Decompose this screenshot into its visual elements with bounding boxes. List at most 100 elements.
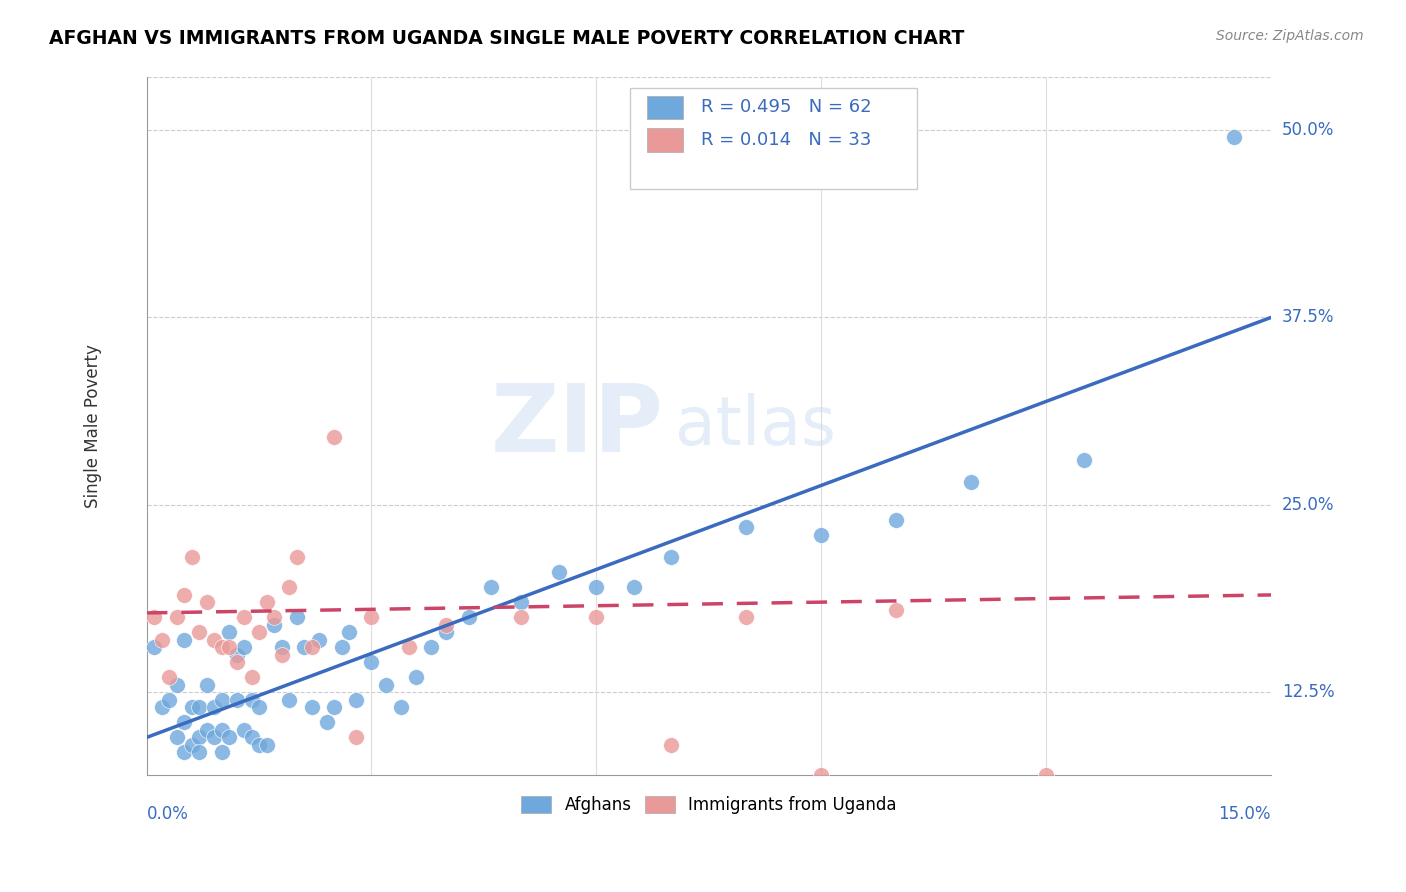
Point: [263, 610, 285, 624]
Point: [150, 700, 173, 714]
Point: [301, 640, 323, 655]
Point: [157, 693, 180, 707]
Point: [180, 738, 202, 752]
Point: [278, 581, 301, 595]
Text: atlas: atlas: [675, 393, 837, 459]
Point: [218, 731, 240, 745]
Point: [233, 610, 256, 624]
Point: [510, 595, 533, 609]
Point: [180, 700, 202, 714]
Point: [436, 625, 458, 640]
Point: [960, 475, 983, 490]
Point: [1073, 453, 1095, 467]
Point: [510, 610, 533, 624]
Point: [240, 670, 263, 684]
Point: [585, 581, 607, 595]
Point: [173, 715, 195, 730]
Point: [659, 738, 682, 752]
Point: [247, 738, 270, 752]
FancyBboxPatch shape: [630, 88, 917, 189]
Text: 15.0%: 15.0%: [1219, 805, 1271, 823]
Point: [285, 550, 308, 565]
Point: [1222, 130, 1244, 145]
Point: [247, 700, 270, 714]
Point: [195, 595, 218, 609]
Text: 25.0%: 25.0%: [1282, 496, 1334, 514]
Point: [278, 693, 301, 707]
Point: [166, 678, 188, 692]
Point: [211, 746, 233, 760]
Point: [1035, 768, 1057, 782]
Point: [436, 618, 458, 632]
Point: [308, 632, 330, 647]
Point: [884, 513, 907, 527]
Point: [225, 693, 247, 707]
Point: [233, 640, 256, 655]
Point: [218, 640, 240, 655]
Point: [810, 528, 832, 542]
Point: [218, 625, 240, 640]
Point: [301, 700, 323, 714]
Point: [256, 595, 278, 609]
Point: [330, 640, 353, 655]
Point: [337, 625, 360, 640]
Point: [398, 640, 420, 655]
Point: [360, 610, 382, 624]
Point: [735, 610, 758, 624]
Point: [247, 625, 270, 640]
Point: [585, 610, 607, 624]
Point: [202, 731, 225, 745]
Point: [240, 731, 263, 745]
Point: [188, 746, 211, 760]
Point: [270, 640, 292, 655]
Point: [481, 581, 503, 595]
Point: [150, 632, 173, 647]
FancyBboxPatch shape: [647, 95, 683, 120]
Text: 0.0%: 0.0%: [146, 805, 188, 823]
Point: [188, 731, 211, 745]
Point: [270, 648, 292, 662]
Text: 12.5%: 12.5%: [1282, 683, 1334, 701]
Point: [285, 610, 308, 624]
Point: [233, 723, 256, 737]
Legend: Afghans, Immigrants from Uganda: Afghans, Immigrants from Uganda: [516, 790, 901, 819]
Point: [143, 640, 166, 655]
Text: Source: ZipAtlas.com: Source: ZipAtlas.com: [1216, 29, 1364, 43]
Point: [157, 670, 180, 684]
Point: [202, 632, 225, 647]
Text: 50.0%: 50.0%: [1282, 121, 1334, 139]
Point: [263, 618, 285, 632]
Point: [810, 768, 832, 782]
Point: [391, 700, 413, 714]
Point: [346, 693, 368, 707]
Point: [166, 731, 188, 745]
Point: [195, 723, 218, 737]
Point: [202, 700, 225, 714]
Point: [548, 566, 571, 580]
Point: [420, 640, 443, 655]
Text: AFGHAN VS IMMIGRANTS FROM UGANDA SINGLE MALE POVERTY CORRELATION CHART: AFGHAN VS IMMIGRANTS FROM UGANDA SINGLE …: [49, 29, 965, 47]
Point: [173, 746, 195, 760]
Point: [225, 656, 247, 670]
Point: [360, 656, 382, 670]
Point: [240, 693, 263, 707]
Point: [173, 588, 195, 602]
Point: [211, 693, 233, 707]
Point: [256, 738, 278, 752]
Point: [375, 678, 398, 692]
Point: [188, 625, 211, 640]
Point: [173, 632, 195, 647]
Point: [180, 550, 202, 565]
Point: [659, 550, 682, 565]
Point: [884, 603, 907, 617]
Text: 37.5%: 37.5%: [1282, 309, 1334, 326]
Point: [315, 715, 337, 730]
Point: [211, 723, 233, 737]
Point: [735, 520, 758, 534]
Point: [188, 700, 211, 714]
FancyBboxPatch shape: [647, 128, 683, 152]
Point: [211, 640, 233, 655]
Point: [143, 610, 166, 624]
Point: [195, 678, 218, 692]
Point: [323, 700, 346, 714]
